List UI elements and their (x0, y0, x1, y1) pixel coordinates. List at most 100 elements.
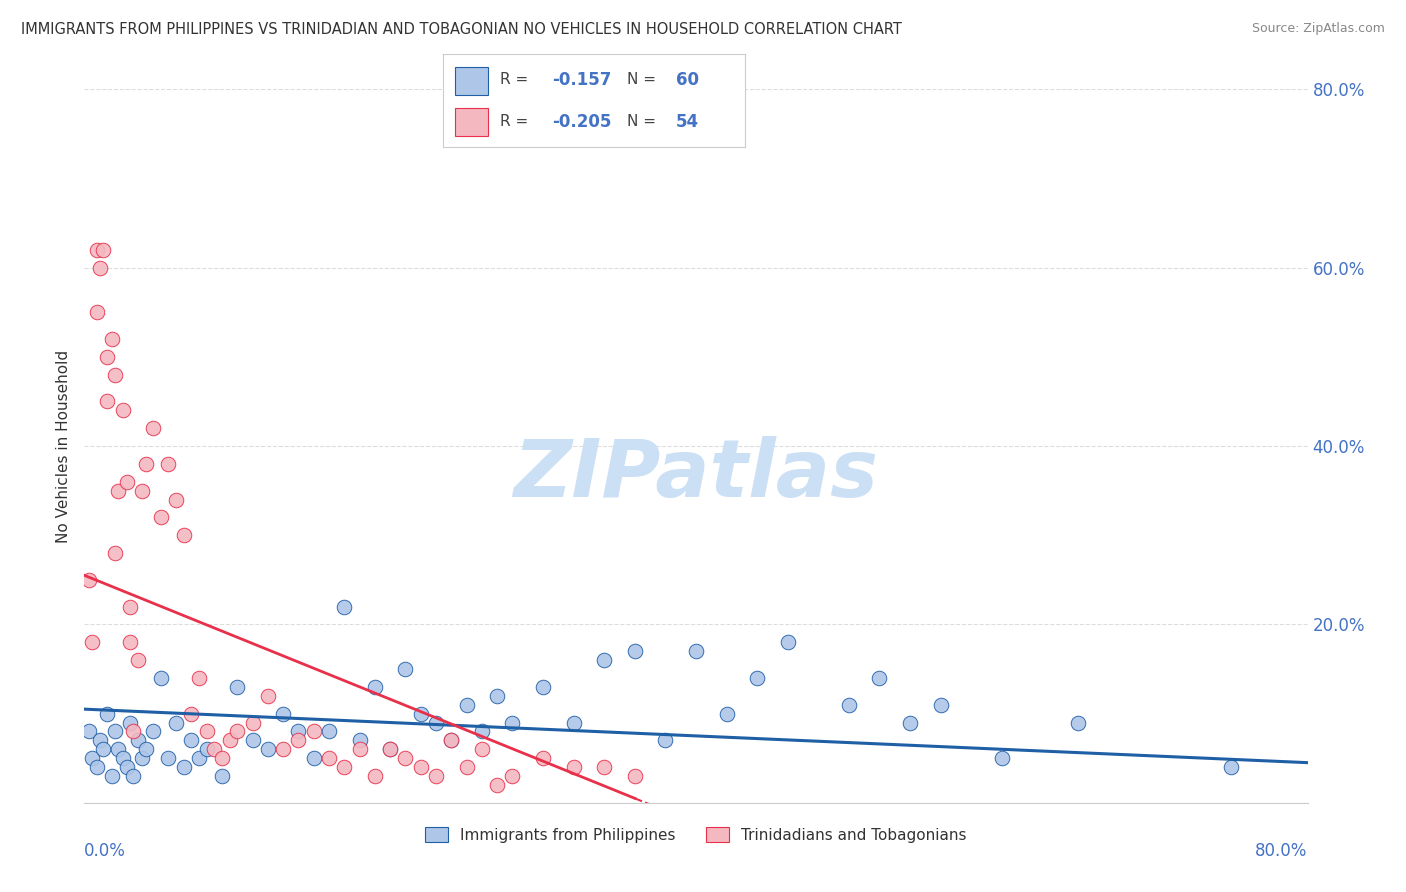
Point (195, 742, 218, 756)
Point (165, 492, 187, 507)
Text: -0.205: -0.205 (551, 113, 612, 131)
Point (991, 751, 1014, 765)
Point (127, 733, 149, 747)
Point (394, 662, 416, 676)
Point (333, 760, 356, 774)
Text: R =: R = (501, 72, 533, 87)
Y-axis label: No Vehicles in Household: No Vehicles in Household (56, 350, 72, 542)
Point (107, 742, 129, 756)
Point (226, 680, 249, 694)
Point (173, 528, 195, 542)
Point (101, 769, 124, 783)
Point (120, 599, 142, 614)
Point (624, 769, 647, 783)
Point (122, 724, 145, 739)
Point (89, 260, 111, 275)
Point (562, 715, 585, 730)
Text: N =: N = (627, 114, 661, 129)
Point (562, 760, 585, 774)
Point (226, 724, 249, 739)
Point (202, 742, 225, 756)
Point (302, 724, 325, 739)
Point (394, 751, 416, 765)
Point (287, 724, 309, 739)
Point (747, 671, 769, 685)
Point (456, 760, 478, 774)
Point (115, 475, 138, 489)
Text: Source: ZipAtlas.com: Source: ZipAtlas.com (1251, 22, 1385, 36)
Point (142, 724, 165, 739)
Point (131, 483, 153, 498)
Point (685, 644, 707, 658)
Point (180, 706, 202, 721)
Point (531, 680, 554, 694)
Point (149, 671, 172, 685)
Point (716, 706, 738, 721)
Point (271, 706, 294, 721)
Point (302, 751, 325, 765)
Point (96, 394, 118, 409)
Point (127, 653, 149, 667)
Point (502, 769, 524, 783)
Point (101, 332, 124, 346)
Point (86, 243, 108, 257)
Legend: Immigrants from Philippines, Trinidadians and Tobagonians: Immigrants from Philippines, Trinidadian… (419, 821, 973, 848)
Point (380, 742, 402, 756)
Point (157, 457, 180, 471)
Point (456, 698, 478, 712)
Point (211, 751, 233, 765)
Point (380, 742, 402, 756)
Point (1067, 715, 1090, 730)
Point (364, 680, 387, 694)
Point (440, 733, 463, 747)
Point (120, 635, 142, 649)
Point (157, 751, 180, 765)
Point (120, 715, 142, 730)
Point (425, 769, 447, 783)
Point (86, 305, 108, 319)
Point (86, 760, 108, 774)
Text: N =: N = (627, 72, 661, 87)
Point (104, 546, 127, 560)
Bar (456, 67, 488, 95)
Point (349, 742, 371, 756)
Point (77, 724, 100, 739)
Point (104, 724, 127, 739)
Point (77, 573, 100, 587)
Point (142, 421, 165, 435)
Point (486, 689, 509, 703)
Point (593, 760, 616, 774)
Point (115, 760, 138, 774)
Point (869, 671, 891, 685)
Point (135, 742, 157, 756)
Point (257, 689, 280, 703)
Point (96, 350, 118, 364)
Point (195, 724, 218, 739)
Point (122, 769, 145, 783)
Point (242, 715, 264, 730)
Point (471, 724, 494, 739)
Point (333, 599, 356, 614)
Point (593, 653, 616, 667)
Point (135, 457, 157, 471)
Point (349, 733, 371, 747)
Point (409, 760, 432, 774)
Point (165, 715, 187, 730)
Text: 0.0%: 0.0% (84, 842, 127, 860)
Point (898, 715, 921, 730)
Point (287, 733, 309, 747)
Text: 80.0%: 80.0% (1256, 842, 1308, 860)
Point (104, 368, 127, 382)
Point (624, 644, 647, 658)
Text: 54: 54 (676, 113, 699, 131)
Point (242, 733, 264, 747)
Point (838, 698, 860, 712)
Point (188, 751, 211, 765)
Bar (456, 108, 488, 136)
Point (440, 733, 463, 747)
Point (80, 635, 103, 649)
Point (425, 715, 447, 730)
Point (654, 733, 676, 747)
Point (364, 769, 387, 783)
Point (318, 724, 340, 739)
